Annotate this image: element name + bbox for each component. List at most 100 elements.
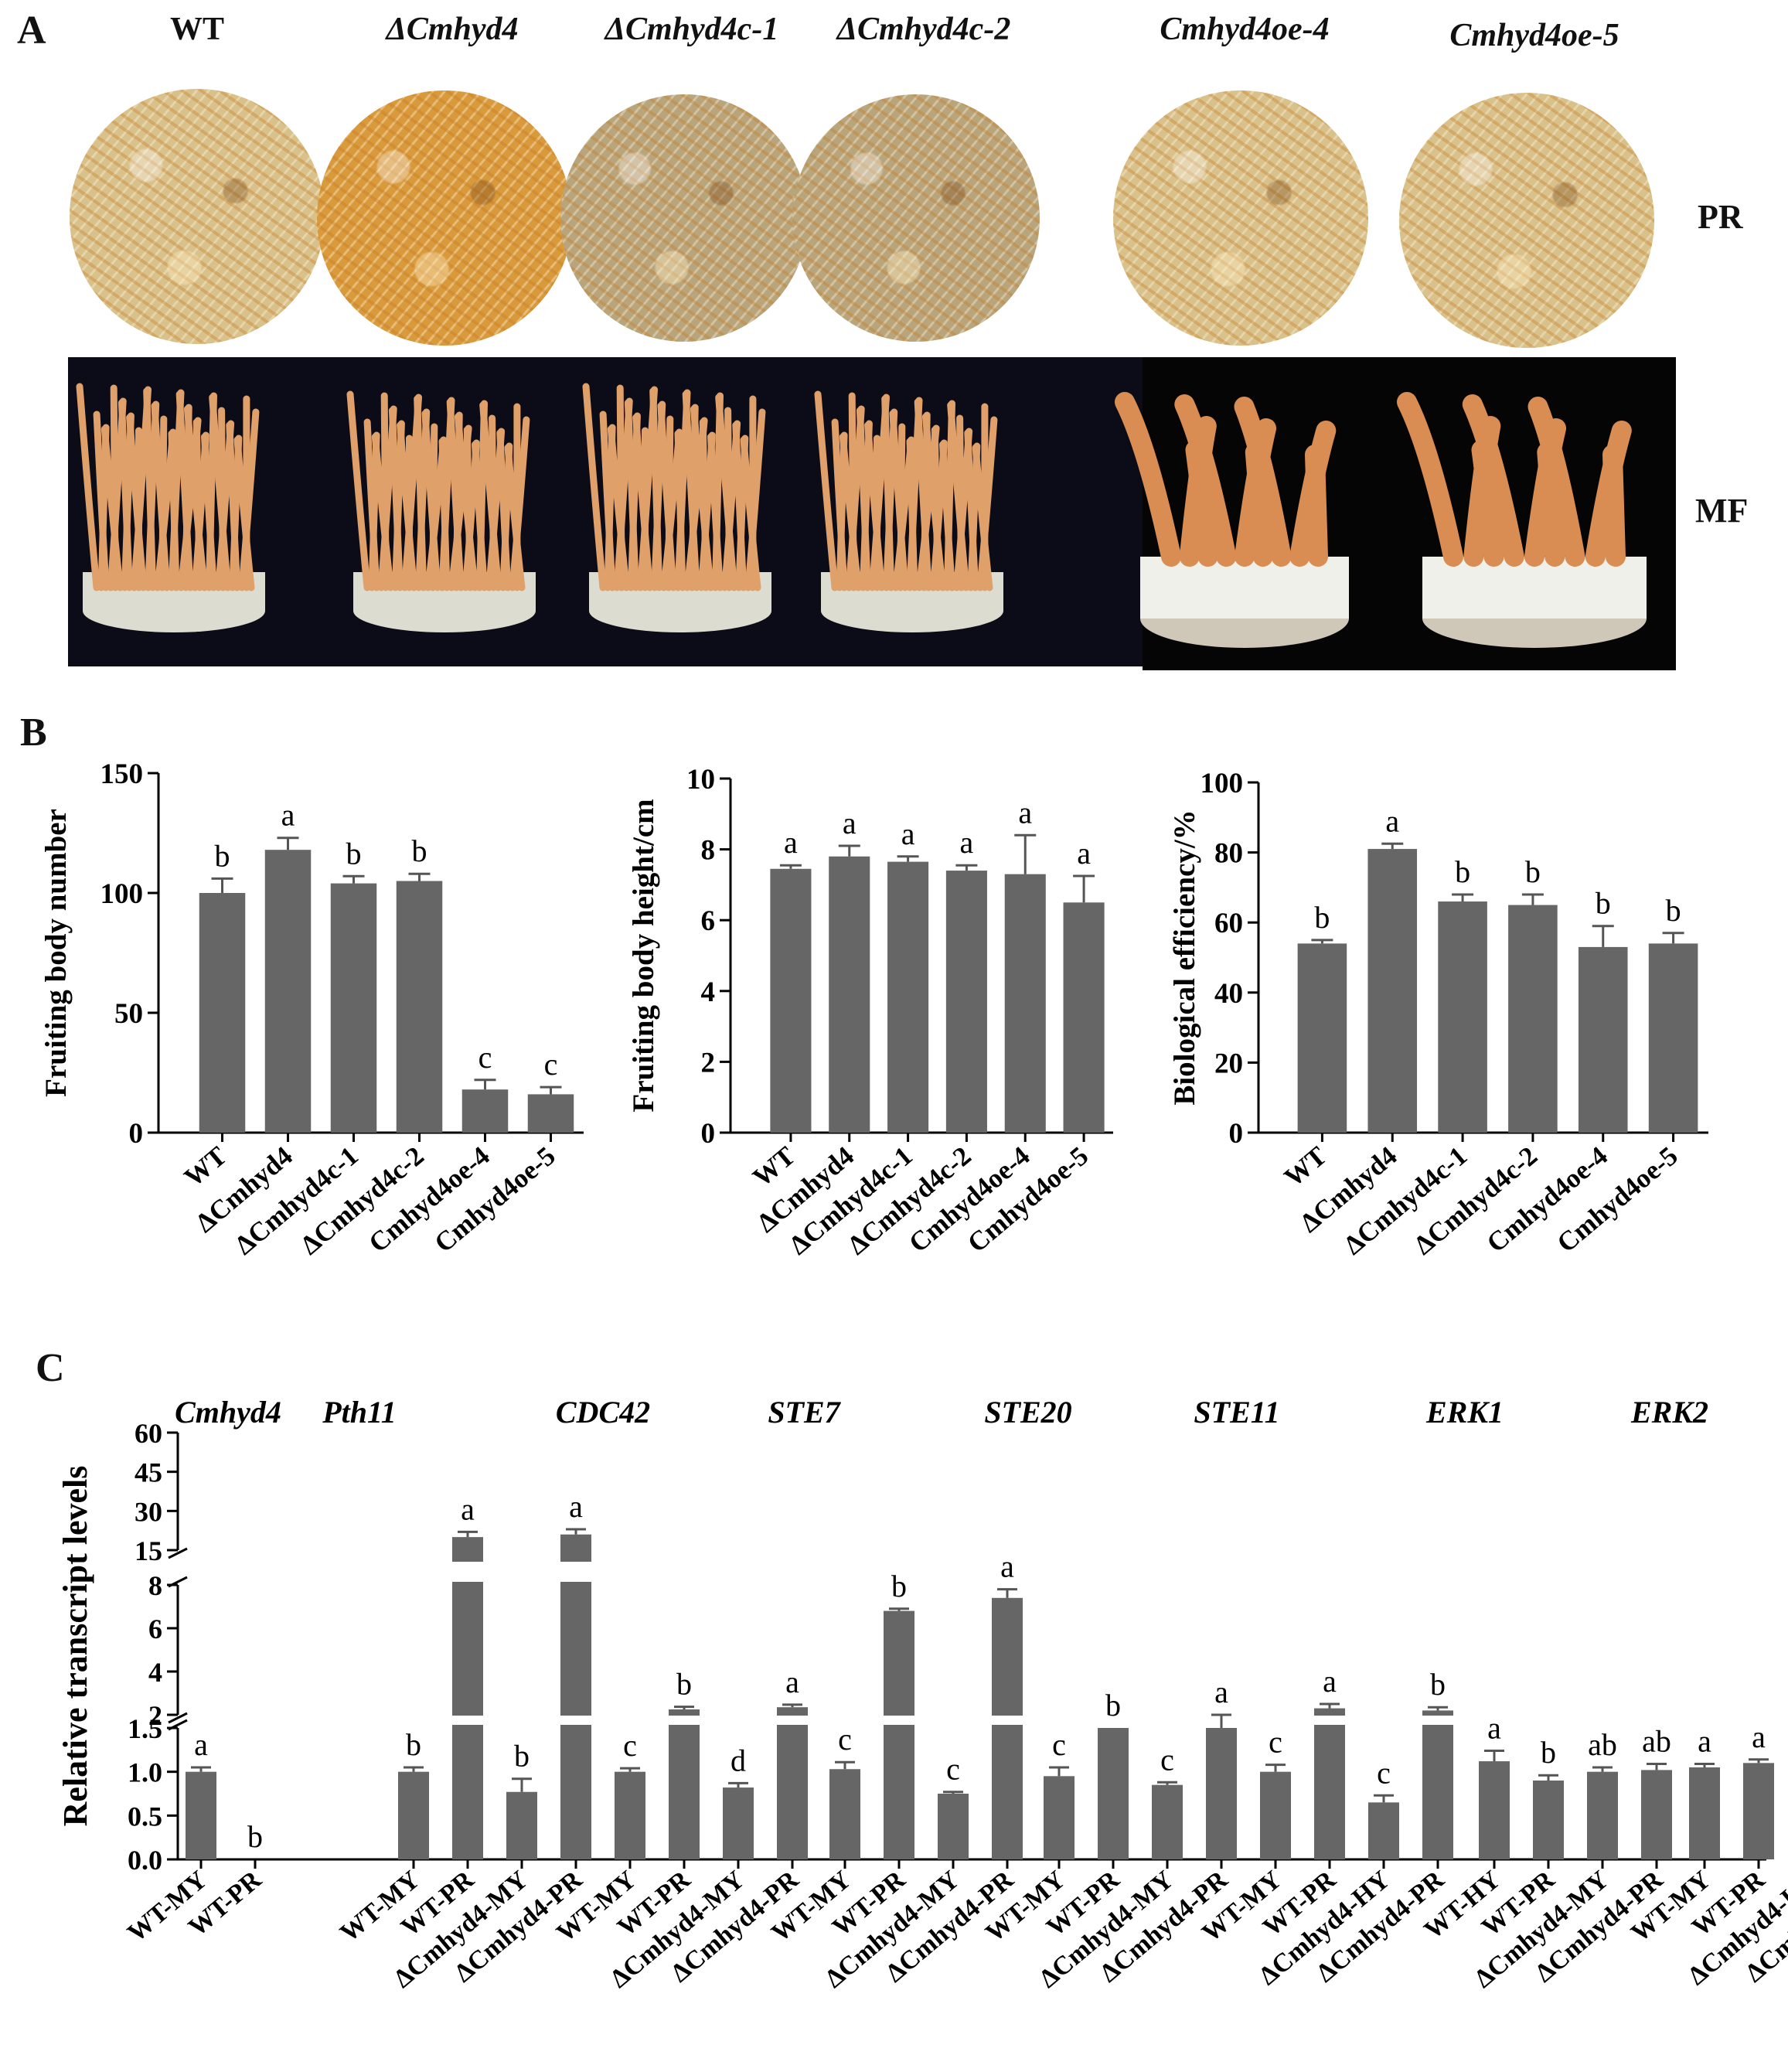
fruiting-body-stroke — [371, 433, 394, 591]
strain-label: ΔCmhyd4c-1 — [605, 12, 779, 47]
y-axis-label: Biological efficiency/% — [1168, 809, 1201, 1105]
gene-title: STE11 — [1194, 1395, 1279, 1430]
pr-plate-photo — [1399, 93, 1654, 348]
y-tick-label: 100 — [1201, 768, 1244, 799]
bar — [884, 1610, 914, 1859]
fruiting-body-stroke — [454, 413, 479, 591]
y-tick-label: 0 — [701, 1118, 716, 1150]
bar — [1004, 874, 1046, 1133]
significance-letter: a — [784, 825, 798, 860]
bar — [777, 1707, 808, 1859]
bar — [1098, 1728, 1129, 1859]
fruiting-body-stroke — [388, 407, 404, 591]
significance-letter: a — [1323, 1664, 1337, 1699]
significance-letter: a — [785, 1665, 799, 1699]
bar — [1508, 905, 1558, 1133]
bar — [1578, 946, 1628, 1133]
fruiting-body-stroke — [479, 401, 502, 591]
significance-letter: b — [1430, 1667, 1446, 1702]
fruiting-body-stroke — [1527, 397, 1585, 567]
bar — [461, 1089, 509, 1133]
fruiting-body-stroke — [126, 414, 148, 591]
bar-break-gap — [1313, 1716, 1347, 1725]
fruiting-body-stroke — [1115, 392, 1181, 567]
significance-letter: b — [1525, 854, 1541, 889]
bar — [186, 1771, 216, 1859]
y-tick-label: 60 — [135, 1418, 162, 1449]
y-tick-label: 2 — [148, 1700, 162, 1731]
y-tick-label: 10 — [686, 764, 715, 796]
y-tick-label: 8 — [148, 1570, 162, 1601]
bar-break-gap — [451, 1562, 485, 1582]
bar — [1422, 1710, 1453, 1859]
significance-letter: c — [479, 1040, 492, 1075]
row-label-pr: PR — [1698, 198, 1743, 236]
bar-break-gap — [775, 1716, 809, 1725]
panel-c-letter: C — [36, 1346, 65, 1390]
fruiting-body-stroke — [1305, 445, 1328, 567]
fruiting-body-stroke — [707, 433, 724, 591]
y-tick-label: 100 — [100, 878, 144, 910]
bar-break-gap — [559, 1716, 593, 1725]
significance-letter: c — [838, 1722, 852, 1757]
significance-letter: a — [843, 806, 857, 840]
pr-plate-photo — [317, 90, 572, 346]
fruiting-body-stroke — [831, 418, 848, 591]
y-tick-label: 80 — [1214, 838, 1243, 870]
significance-letter: b — [676, 1667, 692, 1702]
x-tick-label: Cmhyd4oe-5 — [1551, 1140, 1684, 1258]
axis-break-mark — [168, 1547, 188, 1559]
fruiting-body-stroke — [599, 411, 616, 591]
bar-break-gap — [990, 1716, 1024, 1725]
fruiting-body-stroke — [682, 390, 700, 591]
y-axis-label: Fruiting body number — [39, 809, 73, 1097]
gene-title: STE20 — [984, 1395, 1071, 1430]
bar — [527, 1094, 574, 1133]
significance-letter: b — [514, 1739, 530, 1774]
fruiting-body-stroke — [151, 402, 171, 591]
bar — [615, 1771, 645, 1859]
pr-plate-photo — [70, 89, 325, 344]
y-tick-label: 1.0 — [128, 1757, 162, 1788]
bar — [992, 1597, 1023, 1859]
y-axis-label: Fruiting body height/cm — [627, 799, 660, 1112]
fruiting-body-stroke — [674, 430, 686, 591]
panel-b-letter: B — [20, 711, 47, 755]
significance-letter: a — [1018, 795, 1032, 830]
fruiting-body-stroke — [889, 410, 909, 591]
bar — [1743, 1763, 1774, 1859]
bar — [1438, 901, 1487, 1133]
y-tick-label: 6 — [148, 1614, 162, 1644]
bar — [1152, 1784, 1183, 1859]
y-tick-label: 60 — [1214, 908, 1243, 939]
bar — [829, 1769, 860, 1859]
panel-a-letter: A — [17, 9, 46, 53]
strain-label: Cmhyd4oe-4 — [1160, 12, 1330, 47]
bar — [1587, 1771, 1618, 1859]
fruiting-body-stroke — [740, 436, 761, 591]
pr-plate-photo — [560, 94, 808, 342]
y-tick-label: 0.0 — [128, 1845, 162, 1876]
mf-photo-svg — [68, 357, 1676, 670]
fruiting-body-stroke — [972, 444, 993, 591]
significance-letter: c — [544, 1047, 558, 1082]
significance-letter: b — [1105, 1688, 1121, 1723]
bar — [1260, 1771, 1291, 1859]
significance-letter: b — [412, 833, 427, 868]
bar — [1063, 902, 1105, 1133]
bar — [1368, 1802, 1399, 1859]
significance-letter: b — [1455, 854, 1470, 889]
substrate-base — [1140, 557, 1349, 619]
bar — [199, 893, 246, 1133]
significance-letter: a — [281, 798, 295, 833]
bar — [330, 883, 377, 1133]
significance-letter: a — [1214, 1675, 1228, 1709]
y-tick-label: 0 — [129, 1118, 144, 1150]
fruiting-body-stroke — [143, 387, 157, 591]
significance-letter: ab — [1642, 1723, 1671, 1758]
fruiting-body-stroke — [607, 425, 630, 591]
fruiting-body-stroke — [363, 418, 380, 591]
bar — [398, 1771, 429, 1859]
fruiting-body-stroke — [504, 444, 526, 591]
bar — [264, 850, 312, 1133]
